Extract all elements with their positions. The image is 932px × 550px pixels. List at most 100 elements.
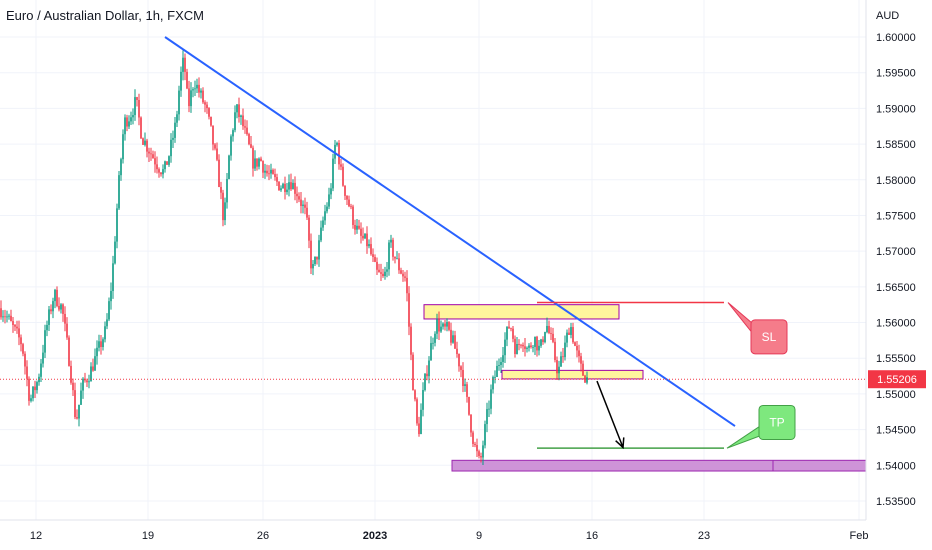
- candle-body: [452, 335, 454, 343]
- candle-body: [46, 324, 48, 331]
- candle-body: [36, 382, 38, 391]
- candle-body: [286, 189, 288, 193]
- candle-body: [292, 182, 294, 190]
- candle-body: [168, 156, 170, 165]
- candle-body: [48, 309, 50, 325]
- candle-body: [472, 432, 474, 444]
- candle-body: [140, 117, 142, 139]
- candle-body: [466, 384, 468, 397]
- candle-body: [318, 240, 320, 260]
- candle-body: [514, 338, 516, 354]
- candle-body: [456, 348, 458, 355]
- candle-body: [160, 172, 162, 175]
- candle-body: [562, 356, 564, 358]
- candle-body: [258, 158, 260, 167]
- candle-body: [432, 342, 434, 344]
- candle-body: [120, 159, 122, 176]
- candle-body: [454, 335, 456, 349]
- candle-body: [248, 134, 250, 145]
- candle-body: [2, 316, 4, 318]
- candle-body: [386, 269, 388, 272]
- candle-body: [488, 408, 490, 410]
- candle-body: [548, 325, 550, 334]
- candle-body: [582, 363, 584, 376]
- candle-body: [34, 386, 36, 391]
- candle-body: [540, 339, 542, 346]
- candle-body: [300, 199, 302, 206]
- candle-body: [274, 174, 276, 178]
- candle-body: [542, 339, 544, 343]
- candle-body: [416, 399, 418, 424]
- candle-body: [322, 220, 324, 228]
- candle-body: [222, 192, 224, 221]
- candle-body: [546, 325, 548, 332]
- candle-body: [410, 326, 412, 355]
- candle-body: [418, 423, 420, 435]
- y-tick-label: 1.55000: [876, 389, 916, 401]
- candle-body: [566, 332, 568, 343]
- candle-body: [474, 443, 476, 446]
- candle-body: [266, 170, 268, 174]
- candle-body: [176, 114, 178, 123]
- candle-body: [182, 57, 184, 72]
- candle-body: [116, 208, 118, 242]
- y-tick-label: 1.56000: [876, 318, 916, 330]
- price-unit-label: AUD: [876, 10, 899, 22]
- x-tick-label: 26: [257, 530, 269, 542]
- candle-body: [568, 332, 570, 335]
- candle-body: [194, 88, 196, 90]
- candle-body: [438, 319, 440, 332]
- candle-body: [352, 206, 354, 225]
- candle-body: [348, 199, 350, 207]
- y-tick-label: 1.60000: [876, 32, 916, 44]
- candle-body: [382, 273, 384, 276]
- candle-body: [356, 225, 358, 230]
- candle-body: [510, 328, 512, 330]
- candle-body: [388, 242, 390, 270]
- candle-body: [70, 365, 72, 383]
- candle-body: [96, 347, 98, 357]
- candle-body: [6, 316, 8, 318]
- candle-body: [250, 144, 252, 148]
- candle-body: [372, 254, 374, 257]
- candle-body: [262, 161, 264, 173]
- candle-body: [64, 313, 66, 324]
- candle-body: [78, 404, 80, 419]
- trendline: [164, 36, 736, 427]
- candle-body: [92, 366, 94, 371]
- candle-body: [150, 153, 152, 155]
- candle-body: [272, 169, 274, 175]
- time-axis[interactable]: 12 19 26 2023 9 16 23 Feb: [30, 530, 869, 542]
- candle-body: [512, 328, 514, 339]
- candle-body: [490, 389, 492, 409]
- candle-body: [346, 195, 348, 200]
- candle-body: [40, 363, 42, 377]
- candle-body: [158, 169, 160, 173]
- candle-body: [504, 339, 506, 356]
- candle-body: [496, 365, 498, 377]
- candle-body: [124, 117, 126, 135]
- candle-body: [196, 84, 198, 89]
- candle-body: [394, 256, 396, 259]
- candle-body: [232, 130, 234, 137]
- candle-body: [32, 386, 34, 399]
- candle-body: [476, 445, 478, 452]
- price-axis[interactable]: 1.60000 1.59500 1.59000 1.58500 1.58000 1.575…: [868, 32, 926, 508]
- candle-body: [390, 239, 392, 243]
- candle-body: [574, 342, 576, 346]
- candle-body: [178, 90, 180, 115]
- x-tick-label: Feb: [850, 530, 869, 542]
- candle-body: [304, 204, 306, 208]
- candle-body: [14, 325, 16, 327]
- candle-body: [298, 196, 300, 200]
- candle-body: [152, 154, 154, 159]
- candle-body: [86, 380, 88, 383]
- candle-body: [436, 319, 438, 334]
- resistance-zone: [423, 304, 620, 320]
- candle-body: [384, 271, 386, 276]
- candle-body: [226, 178, 228, 203]
- candle-body: [164, 161, 166, 170]
- candle-body: [122, 134, 124, 160]
